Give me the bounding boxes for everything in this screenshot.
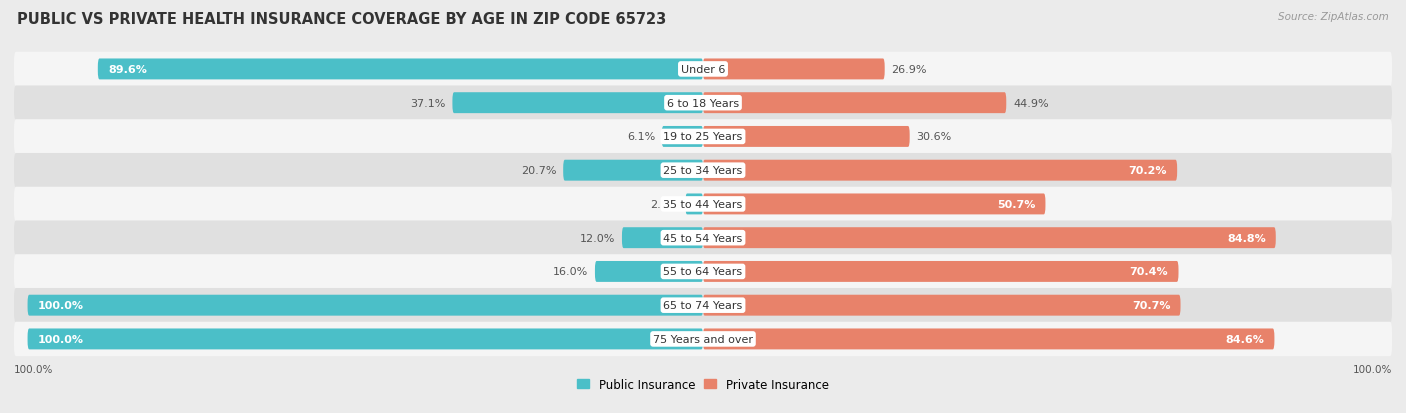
- FancyBboxPatch shape: [14, 322, 1392, 356]
- Text: 89.6%: 89.6%: [108, 65, 146, 75]
- FancyBboxPatch shape: [703, 127, 910, 147]
- Text: 19 to 25 Years: 19 to 25 Years: [664, 132, 742, 142]
- FancyBboxPatch shape: [14, 221, 1392, 255]
- Text: Under 6: Under 6: [681, 65, 725, 75]
- FancyBboxPatch shape: [28, 329, 703, 349]
- Text: 100.0%: 100.0%: [38, 334, 84, 344]
- Text: 35 to 44 Years: 35 to 44 Years: [664, 199, 742, 209]
- Text: 20.7%: 20.7%: [522, 166, 557, 176]
- FancyBboxPatch shape: [621, 228, 703, 249]
- FancyBboxPatch shape: [703, 59, 884, 80]
- Text: 16.0%: 16.0%: [553, 267, 588, 277]
- Text: 44.9%: 44.9%: [1012, 98, 1049, 109]
- FancyBboxPatch shape: [703, 261, 1178, 282]
- FancyBboxPatch shape: [14, 86, 1392, 121]
- Text: PUBLIC VS PRIVATE HEALTH INSURANCE COVERAGE BY AGE IN ZIP CODE 65723: PUBLIC VS PRIVATE HEALTH INSURANCE COVER…: [17, 12, 666, 27]
- Text: 75 Years and over: 75 Years and over: [652, 334, 754, 344]
- FancyBboxPatch shape: [703, 295, 1181, 316]
- Text: 65 to 74 Years: 65 to 74 Years: [664, 300, 742, 311]
- FancyBboxPatch shape: [703, 160, 1177, 181]
- Text: 100.0%: 100.0%: [38, 300, 84, 311]
- Text: 50.7%: 50.7%: [997, 199, 1035, 209]
- Text: 2.6%: 2.6%: [651, 199, 679, 209]
- Text: 55 to 64 Years: 55 to 64 Years: [664, 267, 742, 277]
- FancyBboxPatch shape: [662, 127, 703, 147]
- Text: 30.6%: 30.6%: [917, 132, 952, 142]
- Text: 6 to 18 Years: 6 to 18 Years: [666, 98, 740, 109]
- Text: 37.1%: 37.1%: [411, 98, 446, 109]
- FancyBboxPatch shape: [703, 228, 1275, 249]
- FancyBboxPatch shape: [703, 329, 1274, 349]
- FancyBboxPatch shape: [28, 295, 703, 316]
- Text: 45 to 54 Years: 45 to 54 Years: [664, 233, 742, 243]
- Text: 84.6%: 84.6%: [1226, 334, 1264, 344]
- Text: 70.7%: 70.7%: [1132, 300, 1170, 311]
- FancyBboxPatch shape: [453, 93, 703, 114]
- FancyBboxPatch shape: [14, 154, 1392, 188]
- FancyBboxPatch shape: [98, 59, 703, 80]
- FancyBboxPatch shape: [703, 93, 1007, 114]
- Text: 70.2%: 70.2%: [1129, 166, 1167, 176]
- Text: 6.1%: 6.1%: [627, 132, 655, 142]
- FancyBboxPatch shape: [703, 194, 1046, 215]
- Text: 84.8%: 84.8%: [1227, 233, 1265, 243]
- Text: 100.0%: 100.0%: [1353, 364, 1392, 374]
- Text: 26.9%: 26.9%: [891, 65, 927, 75]
- FancyBboxPatch shape: [14, 120, 1392, 154]
- FancyBboxPatch shape: [686, 194, 703, 215]
- Text: 25 to 34 Years: 25 to 34 Years: [664, 166, 742, 176]
- Legend: Public Insurance, Private Insurance: Public Insurance, Private Insurance: [578, 377, 828, 391]
- FancyBboxPatch shape: [14, 288, 1392, 323]
- Text: 100.0%: 100.0%: [14, 364, 53, 374]
- Text: Source: ZipAtlas.com: Source: ZipAtlas.com: [1278, 12, 1389, 22]
- FancyBboxPatch shape: [14, 52, 1392, 87]
- FancyBboxPatch shape: [14, 254, 1392, 289]
- FancyBboxPatch shape: [595, 261, 703, 282]
- Text: 70.4%: 70.4%: [1130, 267, 1168, 277]
- FancyBboxPatch shape: [564, 160, 703, 181]
- Text: 12.0%: 12.0%: [579, 233, 616, 243]
- FancyBboxPatch shape: [14, 187, 1392, 222]
